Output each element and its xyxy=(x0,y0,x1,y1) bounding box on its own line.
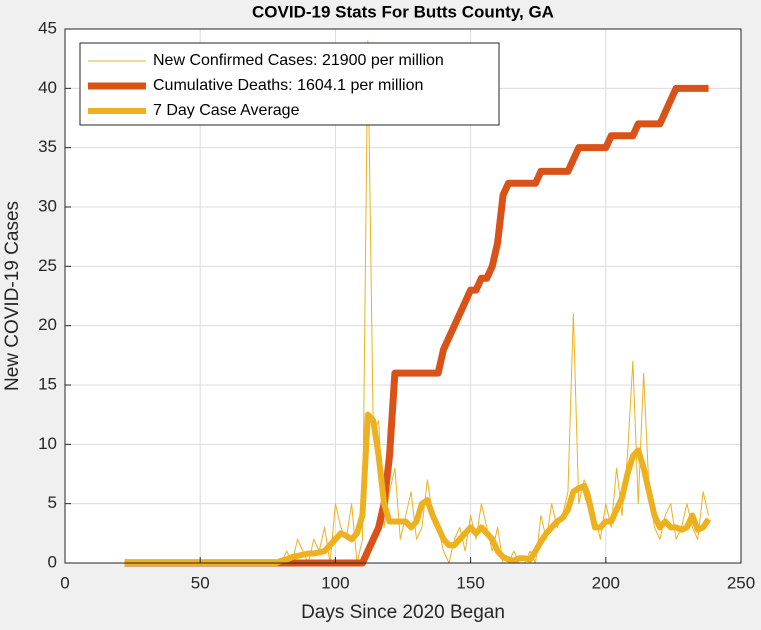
legend-label: New Confirmed Cases: 21900 per million xyxy=(153,52,444,69)
x-tick-label: 250 xyxy=(727,573,755,592)
y-tick-label: 35 xyxy=(38,137,57,156)
ticks: 0 50 100 150 200 250 0 5 10 15 20 25 30 35 40 45 xyxy=(38,18,755,592)
legend: New Confirmed Cases: 21900 per million Cu… xyxy=(79,42,500,126)
legend-label: Cumulative Deaths: 1604.1 per million xyxy=(153,77,423,94)
y-tick-label: 40 xyxy=(38,78,57,97)
x-tick-label: 0 xyxy=(60,573,69,592)
y-tick-label: 5 xyxy=(48,493,57,512)
y-tick-label: 0 xyxy=(48,552,57,571)
y-axis-label: New COVID-19 Cases xyxy=(2,201,23,391)
y-tick-label: 20 xyxy=(38,315,57,334)
x-tick-label: 50 xyxy=(191,573,210,592)
x-axis-label: Days Since 2020 Began xyxy=(301,602,505,623)
x-tick-label: 100 xyxy=(321,573,349,592)
legend-box xyxy=(79,42,500,126)
y-tick-label: 45 xyxy=(38,18,57,37)
x-tick-label: 200 xyxy=(592,573,620,592)
axes-box xyxy=(64,28,742,564)
y-tick-label: 10 xyxy=(38,434,57,453)
legend-label: 7 Day Case Average xyxy=(153,102,300,119)
x-tick-label: 150 xyxy=(456,573,484,592)
y-tick-label: 30 xyxy=(38,196,57,215)
chart-title: COVID-19 Stats For Butts County, GA xyxy=(252,2,554,21)
y-tick-label: 15 xyxy=(38,374,57,393)
y-tick-label: 25 xyxy=(38,256,57,275)
